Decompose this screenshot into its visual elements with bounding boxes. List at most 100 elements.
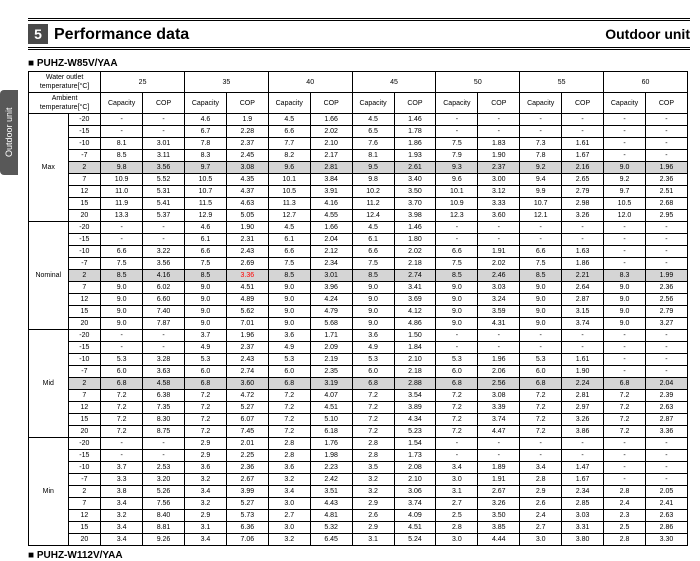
table-cell: 3.70 — [394, 198, 436, 210]
table-cell: 2.23 — [310, 462, 352, 474]
table-cell: 1.67 — [562, 150, 604, 162]
table-cell: 2.02 — [478, 258, 520, 270]
table-cell: 2.43 — [226, 354, 268, 366]
table-cell: 5.3 — [101, 354, 143, 366]
table-cell: 1.80 — [394, 234, 436, 246]
table-cell: 5.41 — [143, 198, 185, 210]
table-cell: 4.79 — [310, 306, 352, 318]
ambient-value: -20 — [68, 114, 101, 126]
table-cell: 8.81 — [143, 522, 185, 534]
table-cell: 3.69 — [394, 294, 436, 306]
table-cell: - — [604, 462, 646, 474]
table-cell: 3.7 — [184, 330, 226, 342]
table-cell: 3.74 — [478, 414, 520, 426]
table-cell: - — [604, 222, 646, 234]
table-cell: 2.18 — [394, 258, 436, 270]
table-cell: 9.6 — [268, 162, 310, 174]
table-cell: - — [436, 234, 478, 246]
table-cell: 2.35 — [310, 366, 352, 378]
ambient-value: 12 — [68, 510, 101, 522]
table-cell: 4.55 — [310, 210, 352, 222]
table-cell: - — [520, 222, 562, 234]
table-cell: 7.2 — [184, 414, 226, 426]
table-cell: 9.0 — [436, 318, 478, 330]
table-cell: 5.3 — [352, 354, 394, 366]
table-cell: 9.0 — [604, 294, 646, 306]
table-cell: 3.59 — [478, 306, 520, 318]
table-cell: 7.2 — [520, 426, 562, 438]
ambient-value: 20 — [68, 210, 101, 222]
table-cell: 4.35 — [226, 174, 268, 186]
table-cell: - — [478, 342, 520, 354]
table-cell: 6.6 — [436, 246, 478, 258]
table-cell: 4.6 — [184, 114, 226, 126]
table-cell: 2.21 — [562, 270, 604, 282]
table-cell: 3.26 — [478, 498, 520, 510]
table-cell: 9.0 — [604, 282, 646, 294]
table-cell: 3.6 — [352, 330, 394, 342]
table-cell: - — [478, 234, 520, 246]
table-cell: 7.2 — [184, 390, 226, 402]
table-cell: - — [562, 126, 604, 138]
table-cell: 2.5 — [436, 510, 478, 522]
table-cell: 1.63 — [562, 246, 604, 258]
table-cell: 9.2 — [604, 174, 646, 186]
table-cell: 6.0 — [520, 366, 562, 378]
table-cell: 3.54 — [394, 390, 436, 402]
table-cell: 8.30 — [143, 414, 185, 426]
col-50: 50 — [436, 72, 520, 93]
table-cell: 2.69 — [226, 258, 268, 270]
table-cell: - — [143, 438, 185, 450]
table-cell: 3.40 — [394, 174, 436, 186]
table-cell: 3.2 — [352, 486, 394, 498]
table-cell: 7.5 — [184, 258, 226, 270]
table-cell: 1.89 — [478, 462, 520, 474]
table-cell: 2.04 — [645, 378, 687, 390]
table-cell: 1.66 — [310, 114, 352, 126]
table-cell: 2.64 — [562, 282, 604, 294]
table-cell: 6.18 — [310, 426, 352, 438]
table-cell: 10.7 — [184, 186, 226, 198]
table-cell: 4.72 — [226, 390, 268, 402]
table-cell: - — [143, 114, 185, 126]
table-cell: 6.7 — [184, 126, 226, 138]
table-cell: 3.60 — [478, 210, 520, 222]
table-cell: 3.50 — [478, 510, 520, 522]
table-cell: - — [645, 462, 687, 474]
table-cell: 3.6 — [268, 462, 310, 474]
table-cell: 1.96 — [226, 330, 268, 342]
table-cell: 2.4 — [520, 510, 562, 522]
table-cell: 2.67 — [226, 474, 268, 486]
table-cell: - — [645, 150, 687, 162]
table-cell: 4.09 — [394, 510, 436, 522]
table-cell: 2.61 — [394, 162, 436, 174]
table-cell: 10.5 — [268, 186, 310, 198]
table-cell: 3.80 — [562, 534, 604, 546]
table-cell: 3.1 — [436, 486, 478, 498]
table-cell: - — [604, 258, 646, 270]
table-cell: 3.2 — [184, 498, 226, 510]
table-cell: 1.93 — [394, 150, 436, 162]
table-cell: 7.8 — [520, 150, 562, 162]
ambient-value: 2 — [68, 486, 101, 498]
ambient-value: -20 — [68, 330, 101, 342]
table-cell: 2.53 — [143, 462, 185, 474]
table-cell: 4.43 — [310, 498, 352, 510]
table-cell: - — [645, 258, 687, 270]
table-cell: 10.5 — [184, 174, 226, 186]
table-cell: 4.5 — [352, 222, 394, 234]
table-cell: 9.0 — [184, 306, 226, 318]
table-cell: 3.74 — [394, 498, 436, 510]
table-cell: - — [436, 126, 478, 138]
table-cell: 2.01 — [226, 438, 268, 450]
table-cell: - — [520, 114, 562, 126]
col-60: 60 — [604, 72, 688, 93]
table-cell: 10.9 — [101, 174, 143, 186]
table-cell: 6.8 — [604, 378, 646, 390]
table-cell: 2.34 — [310, 258, 352, 270]
table-cell: 8.5 — [101, 150, 143, 162]
table-cell: 6.8 — [101, 378, 143, 390]
table-cell: 6.6 — [352, 246, 394, 258]
table-cell: 2.88 — [394, 378, 436, 390]
table-cell: 9.2 — [520, 162, 562, 174]
